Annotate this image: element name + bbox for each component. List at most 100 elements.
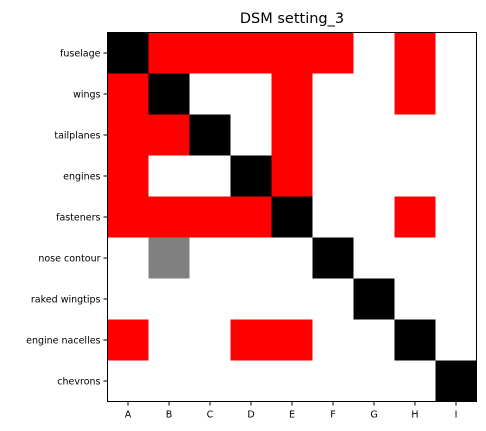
x-tick-label: B xyxy=(166,410,173,421)
cell-r3-c1 xyxy=(148,155,190,197)
y-tick-label: engines xyxy=(63,172,100,183)
cell-r6-c7 xyxy=(394,278,436,320)
y-tick-label: raked wingtips xyxy=(31,295,101,306)
cell-r7-c1 xyxy=(148,319,190,361)
cell-r6-c4 xyxy=(271,278,313,320)
cell-r7-c4 xyxy=(271,319,313,361)
cell-r5-c6 xyxy=(353,237,395,279)
cell-r2-c4 xyxy=(271,114,313,156)
cell-r4-c6 xyxy=(353,196,395,238)
cell-r3-c8 xyxy=(435,155,477,197)
cell-r5-c2 xyxy=(189,237,231,279)
cell-r7-c0 xyxy=(107,319,149,361)
cell-r3-c5 xyxy=(312,155,354,197)
cell-r2-c5 xyxy=(312,114,354,156)
cell-r1-c8 xyxy=(435,73,477,115)
cell-r1-c1 xyxy=(148,73,190,115)
cell-r8-c4 xyxy=(271,360,313,402)
cell-r8-c5 xyxy=(312,360,354,402)
cell-r1-c0 xyxy=(107,73,149,115)
y-tick-label: engine nacelles xyxy=(26,336,100,347)
x-tick-label: E xyxy=(289,410,295,421)
cell-r8-c1 xyxy=(148,360,190,402)
cell-r1-c6 xyxy=(353,73,395,115)
cell-r1-c5 xyxy=(312,73,354,115)
x-tick-label: G xyxy=(370,410,377,421)
cell-r8-c3 xyxy=(230,360,272,402)
y-tick-label: wings xyxy=(73,90,100,101)
cell-r5-c5 xyxy=(312,237,354,279)
x-tick-label: A xyxy=(125,410,132,421)
cell-r5-c3 xyxy=(230,237,272,279)
y-axis: fuselage wings tailplanes engines fasteners n… xyxy=(26,49,108,388)
x-tick-label: D xyxy=(247,410,254,421)
cell-r1-c2 xyxy=(189,73,231,115)
cell-r2-c6 xyxy=(353,114,395,156)
cell-r5-c0 xyxy=(107,237,149,279)
cell-r5-c7 xyxy=(394,237,436,279)
cell-r0-c4 xyxy=(271,32,313,74)
cell-r7-c7 xyxy=(394,319,436,361)
cell-r4-c3 xyxy=(230,196,272,238)
cell-r0-c0 xyxy=(107,32,149,74)
x-tick-label: H xyxy=(411,410,418,421)
cell-r1-c4 xyxy=(271,73,313,115)
cell-r6-c1 xyxy=(148,278,190,320)
cell-r4-c1 xyxy=(148,196,190,238)
cell-r3-c7 xyxy=(394,155,436,197)
y-tick-label: chevrons xyxy=(57,377,100,388)
cell-r0-c1 xyxy=(148,32,190,74)
cell-r3-c0 xyxy=(107,155,149,197)
cell-r8-c7 xyxy=(394,360,436,402)
cell-r0-c3 xyxy=(230,32,272,74)
cell-r3-c2 xyxy=(189,155,231,197)
chart-title: DSM setting_3 xyxy=(240,11,344,27)
y-tick-label: nose contour xyxy=(38,254,100,265)
cell-r5-c1 xyxy=(148,237,190,279)
x-axis: A B C D E F G H I xyxy=(125,401,458,421)
cell-r4-c0 xyxy=(107,196,149,238)
cell-r8-c6 xyxy=(353,360,395,402)
cell-r2-c2 xyxy=(189,114,231,156)
matrix-cells xyxy=(107,32,477,402)
cell-r2-c1 xyxy=(148,114,190,156)
cell-r5-c4 xyxy=(271,237,313,279)
cell-r4-c7 xyxy=(394,196,436,238)
cell-r6-c0 xyxy=(107,278,149,320)
cell-r3-c4 xyxy=(271,155,313,197)
cell-r4-c4 xyxy=(271,196,313,238)
cell-r6-c6 xyxy=(353,278,395,320)
y-tick-label: fuselage xyxy=(60,49,101,60)
cell-r6-c5 xyxy=(312,278,354,320)
cell-r7-c8 xyxy=(435,319,477,361)
x-tick-label: C xyxy=(207,410,214,421)
cell-r7-c6 xyxy=(353,319,395,361)
cell-r2-c7 xyxy=(394,114,436,156)
cell-r7-c2 xyxy=(189,319,231,361)
x-tick-label: I xyxy=(455,410,458,421)
cell-r8-c2 xyxy=(189,360,231,402)
cell-r4-c8 xyxy=(435,196,477,238)
cell-r0-c5 xyxy=(312,32,354,74)
cell-r0-c8 xyxy=(435,32,477,74)
y-tick-label: fasteners xyxy=(56,213,100,224)
cell-r7-c3 xyxy=(230,319,272,361)
cell-r6-c8 xyxy=(435,278,477,320)
cell-r3-c6 xyxy=(353,155,395,197)
plot-frame xyxy=(107,32,477,402)
cell-r8-c0 xyxy=(107,360,149,402)
cell-r1-c7 xyxy=(394,73,436,115)
cell-r2-c0 xyxy=(107,114,149,156)
cell-r0-c6 xyxy=(353,32,395,74)
cell-r6-c2 xyxy=(189,278,231,320)
cell-r0-c7 xyxy=(394,32,436,74)
cell-r2-c3 xyxy=(230,114,272,156)
cell-r6-c3 xyxy=(230,278,272,320)
cell-r5-c8 xyxy=(435,237,477,279)
cell-r2-c8 xyxy=(435,114,477,156)
cell-r7-c5 xyxy=(312,319,354,361)
cell-r8-c8 xyxy=(435,360,477,402)
cell-r4-c2 xyxy=(189,196,231,238)
cell-r4-c5 xyxy=(312,196,354,238)
